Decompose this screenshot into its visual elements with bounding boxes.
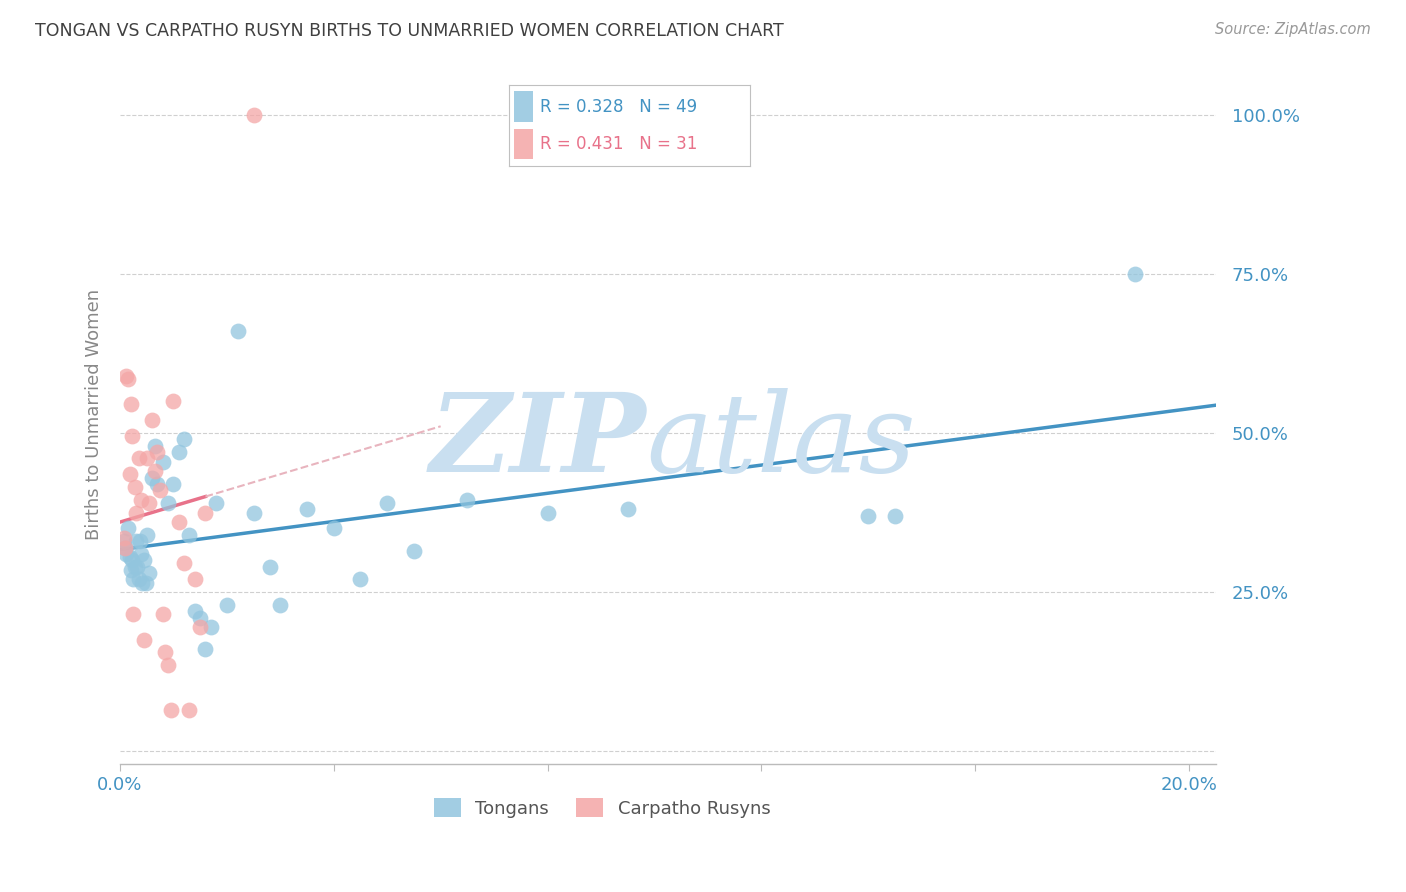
Point <box>226 324 249 338</box>
Point <box>122 607 145 622</box>
Point <box>117 372 139 386</box>
Point <box>120 563 142 577</box>
Point <box>173 433 195 447</box>
Point <box>456 492 478 507</box>
Point <box>131 547 153 561</box>
Point <box>242 108 264 122</box>
Point <box>146 445 169 459</box>
Point <box>152 607 174 622</box>
Point <box>858 508 880 523</box>
Point <box>128 451 150 466</box>
Point <box>200 620 222 634</box>
Point <box>128 572 150 586</box>
Point <box>188 610 211 624</box>
Point <box>124 480 146 494</box>
Point <box>118 467 141 482</box>
Point <box>155 645 177 659</box>
Point <box>616 502 638 516</box>
Point <box>215 598 238 612</box>
Point <box>157 658 180 673</box>
Point <box>167 515 190 529</box>
Point <box>121 553 143 567</box>
Point <box>125 506 148 520</box>
Point <box>141 470 163 484</box>
Point <box>120 397 142 411</box>
Point <box>322 521 344 535</box>
Point <box>132 632 155 647</box>
Point <box>131 492 153 507</box>
Point <box>194 506 217 520</box>
Point <box>141 413 163 427</box>
Point <box>157 496 180 510</box>
Point <box>138 496 160 510</box>
Point <box>131 575 153 590</box>
Point <box>242 506 264 520</box>
Point <box>159 703 181 717</box>
Point <box>162 394 184 409</box>
Point <box>295 502 318 516</box>
Point <box>115 547 138 561</box>
Point <box>375 496 398 510</box>
Y-axis label: Births to Unmarried Women: Births to Unmarried Women <box>86 288 103 540</box>
Point <box>167 445 190 459</box>
Point <box>115 368 138 383</box>
Point <box>259 559 281 574</box>
Point <box>121 429 143 443</box>
Point <box>117 521 139 535</box>
Point <box>114 541 136 555</box>
Point <box>124 559 146 574</box>
Point <box>173 557 195 571</box>
Point <box>884 508 907 523</box>
Point <box>129 534 152 549</box>
Point <box>143 439 166 453</box>
Point <box>135 451 157 466</box>
Point <box>1125 267 1147 281</box>
Point <box>205 496 228 510</box>
Point <box>112 531 135 545</box>
Point <box>152 455 174 469</box>
Point <box>118 550 141 565</box>
Text: atlas: atlas <box>645 388 915 496</box>
Text: ZIP: ZIP <box>429 388 645 496</box>
Point <box>138 566 160 580</box>
Point <box>122 572 145 586</box>
Point <box>184 572 207 586</box>
Point <box>135 575 157 590</box>
Point <box>125 559 148 574</box>
Point <box>114 541 136 555</box>
Point <box>184 604 207 618</box>
Point <box>179 528 201 542</box>
Point <box>143 464 166 478</box>
Point <box>125 534 148 549</box>
Point <box>146 477 169 491</box>
Point <box>188 620 211 634</box>
Text: TONGAN VS CARPATHO RUSYN BIRTHS TO UNMARRIED WOMEN CORRELATION CHART: TONGAN VS CARPATHO RUSYN BIRTHS TO UNMAR… <box>35 22 785 40</box>
Point <box>179 703 201 717</box>
Legend: Tongans, Carpatho Rusyns: Tongans, Carpatho Rusyns <box>426 791 778 825</box>
Point <box>194 642 217 657</box>
Point <box>112 534 135 549</box>
Point <box>132 553 155 567</box>
Point <box>402 543 425 558</box>
Point <box>536 506 558 520</box>
Point <box>149 483 172 498</box>
Point <box>269 598 291 612</box>
Point <box>162 477 184 491</box>
Point <box>349 572 371 586</box>
Text: Source: ZipAtlas.com: Source: ZipAtlas.com <box>1215 22 1371 37</box>
Point <box>135 528 157 542</box>
